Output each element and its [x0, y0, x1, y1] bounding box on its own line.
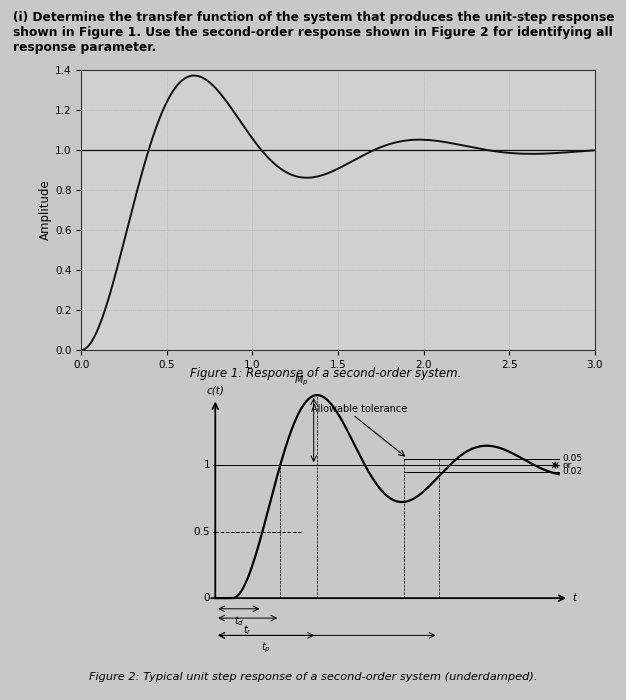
Text: response parameter.: response parameter.	[13, 41, 156, 55]
Y-axis label: Amplitude: Amplitude	[39, 180, 52, 240]
Text: $t_p$: $t_p$	[261, 640, 271, 655]
Text: (i) Determine the transfer function of the system that produces the unit-step re: (i) Determine the transfer function of t…	[13, 10, 614, 24]
Text: Figure 1: Response of a second-order system.: Figure 1: Response of a second-order sys…	[190, 368, 461, 381]
Text: or: or	[562, 461, 572, 470]
Text: 0.5: 0.5	[193, 526, 210, 537]
Text: $t_d$: $t_d$	[233, 614, 244, 628]
Text: $t_r$: $t_r$	[244, 624, 252, 637]
Text: Figure 2: Typical unit step response of a second-order system (underdamped).: Figure 2: Typical unit step response of …	[89, 673, 537, 682]
Text: Allowable tolerance: Allowable tolerance	[311, 405, 408, 414]
Text: t: t	[573, 593, 577, 603]
Text: shown in Figure 1. Use the second-order response shown in Figure 2 for identifyi: shown in Figure 1. Use the second-order …	[13, 26, 612, 39]
Text: 1: 1	[203, 460, 210, 470]
Text: c(t): c(t)	[207, 386, 224, 396]
Text: 0.02: 0.02	[562, 468, 582, 476]
Text: 0.05: 0.05	[562, 454, 582, 463]
Text: 0: 0	[203, 593, 210, 603]
Text: $M_p$: $M_p$	[294, 374, 309, 388]
